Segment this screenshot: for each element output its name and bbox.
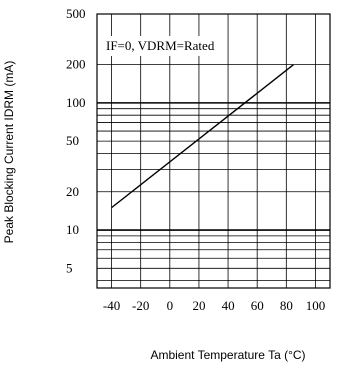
y-tick-label: 500 [66, 6, 86, 21]
tick-labels: -40 -20 0 20 40 60 80 100 5 10 20 50 100 200 500 [66, 6, 325, 313]
x-tick-label: 0 [167, 298, 174, 313]
y-tick-label: 10 [66, 222, 79, 237]
plot-frame [96, 13, 331, 289]
x-tick-label: 60 [251, 298, 264, 313]
x-tick-label: 100 [306, 298, 326, 313]
x-tick-label: 40 [222, 298, 235, 313]
x-tick-label: 80 [280, 298, 293, 313]
y-tick-label: 5 [66, 260, 73, 275]
series-layer [111, 64, 295, 209]
annotation-text: IF=0, VDRM=Rated [106, 38, 215, 53]
y-tick-label: 100 [66, 95, 86, 110]
x-axis-label: Ambient Temperature Ta (°C) [150, 348, 305, 362]
x-tick-label: -40 [103, 298, 120, 313]
y-tick-label: 200 [66, 57, 86, 72]
x-tick-label: -20 [132, 298, 149, 313]
y-tick-label: 50 [66, 133, 79, 148]
y-axis-label: Peak Blocking Current IDRM (mA) [2, 61, 16, 244]
x-tick-label: 20 [192, 298, 205, 313]
annotation-box: IF=0, VDRM=Rated [101, 36, 219, 56]
series-line [111, 64, 295, 209]
y-tick-label: 20 [66, 184, 79, 199]
